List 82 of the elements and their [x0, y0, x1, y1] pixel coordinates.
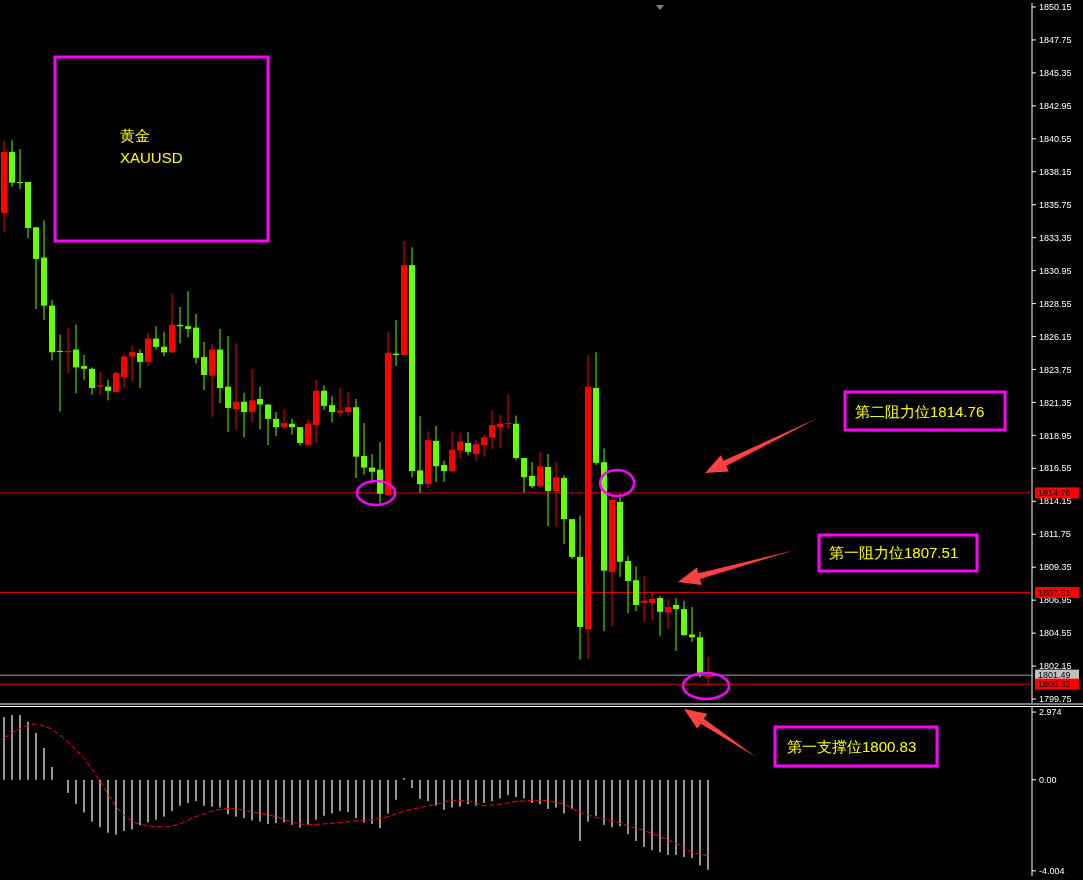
candlestick: [473, 439, 479, 462]
candlestick: [305, 419, 311, 446]
candlestick: [233, 342, 239, 431]
ref-line-label: 1800.83: [1038, 679, 1071, 690]
candlestick: [89, 366, 95, 396]
y-tick-label: 1842.95: [1039, 100, 1072, 111]
y-tick-label: 2.974: [1039, 707, 1062, 718]
candlestick: [185, 290, 191, 338]
candlestick: [337, 387, 343, 418]
candlestick: [537, 451, 543, 489]
y-tick-label: 1830.95: [1039, 265, 1072, 276]
candlestick: [97, 371, 103, 396]
candlestick: [121, 353, 127, 389]
candlestick: [481, 434, 487, 458]
candlestick: [361, 422, 367, 476]
candlestick: [673, 597, 679, 652]
candlestick: [145, 332, 151, 367]
candlestick: [297, 426, 303, 447]
y-tick-label: -4.004: [1039, 866, 1065, 877]
annotation: XAUUSD: [120, 149, 183, 166]
candlestick: [17, 148, 23, 190]
y-tick-label: 1814.15: [1039, 496, 1072, 507]
candlestick: [225, 335, 231, 433]
y-tick-label: 1818.95: [1039, 430, 1072, 441]
candlestick: [329, 395, 335, 423]
candlestick: [369, 453, 375, 484]
candlestick: [665, 598, 671, 630]
y-tick-label: 1804.55: [1039, 628, 1072, 639]
annotation: 黄金: [120, 127, 150, 144]
candlestick: [505, 393, 511, 431]
candlestick: [249, 368, 255, 423]
annotation: 第二阻力位1814.76: [855, 403, 985, 420]
y-tick-label: 1806.95: [1039, 595, 1072, 606]
candlestick: [465, 431, 471, 456]
candlestick: [689, 606, 695, 643]
candlestick: [265, 403, 271, 446]
annotation: 第一支撑位1800.83: [787, 738, 917, 755]
ref-line-label: 1801.49: [1038, 670, 1071, 681]
y-tick-label: 1850.15: [1039, 2, 1072, 13]
candlestick: [73, 324, 79, 395]
y-tick-label: 1838.15: [1039, 166, 1072, 177]
candlestick: [81, 354, 87, 381]
candlestick: [529, 461, 535, 489]
candlestick: [241, 392, 247, 438]
y-tick-label: 1845.35: [1039, 68, 1072, 79]
y-tick-label: 1828.55: [1039, 298, 1072, 309]
y-tick-label: 1809.35: [1039, 562, 1072, 573]
candlestick: [521, 457, 527, 493]
candlestick: [273, 411, 279, 437]
candlestick: [489, 410, 495, 450]
y-tick-label: 1847.75: [1039, 35, 1072, 46]
candlestick: [345, 391, 351, 416]
y-tick-label: 0.00: [1039, 774, 1057, 785]
candlestick: [201, 341, 207, 391]
candlestick: [153, 325, 159, 351]
annotation: 第一阻力位1807.51: [829, 544, 959, 561]
candlestick: [161, 331, 167, 357]
candlestick: [625, 555, 631, 614]
y-tick-label: 1835.75: [1039, 199, 1072, 210]
y-tick-label: 1816.55: [1039, 463, 1072, 474]
y-tick-label: 1826.15: [1039, 331, 1072, 342]
candlestick: [57, 333, 63, 412]
y-tick-label: 1823.75: [1039, 364, 1072, 375]
ref-line-label: 1814.76: [1038, 488, 1071, 499]
candlestick: [129, 344, 135, 382]
y-tick-label: 1802.15: [1039, 661, 1072, 672]
candlestick: [449, 430, 455, 473]
y-tick-label: 1840.55: [1039, 133, 1072, 144]
y-tick-label: 1833.35: [1039, 232, 1072, 243]
y-tick-label: 1811.75: [1039, 529, 1071, 540]
candlestick: [257, 386, 263, 430]
candlestick: [281, 408, 287, 430]
line-series: [3, 723, 709, 857]
y-tick-label: 1799.75: [1039, 694, 1072, 705]
y-tick-label: 1821.35: [1039, 397, 1072, 408]
candlestick: [441, 460, 447, 483]
ref-line-label: 1807.51: [1038, 587, 1071, 598]
candlestick: [321, 384, 327, 411]
candlestick: [137, 349, 143, 389]
candlestick: [105, 379, 111, 401]
candlestick: [417, 415, 423, 494]
candlestick: [657, 595, 663, 637]
